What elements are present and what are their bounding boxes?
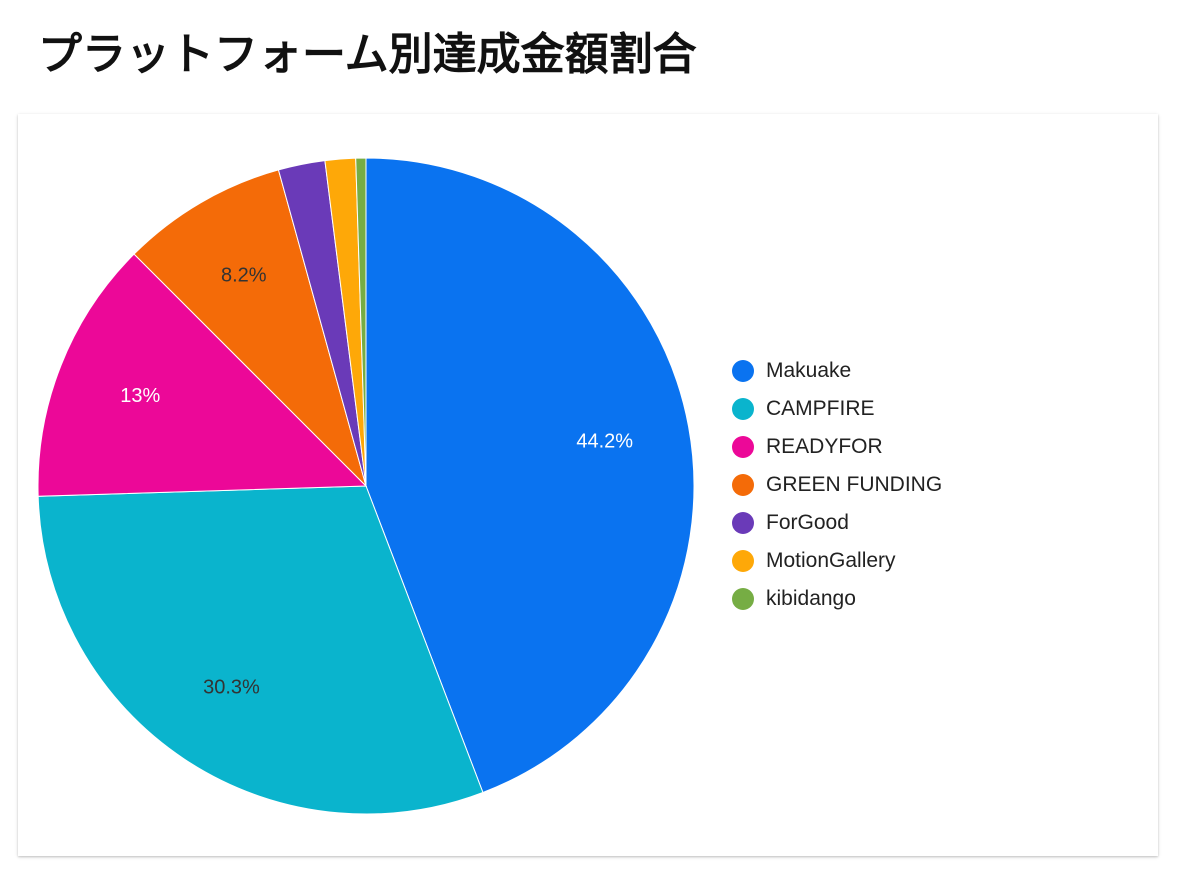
legend-label: MotionGallery — [766, 549, 896, 572]
legend-label: CAMPFIRE — [766, 397, 875, 420]
legend-swatch — [732, 398, 754, 420]
pie-slice-makuake[interactable] — [365, 157, 695, 794]
legend-label: ForGood — [766, 511, 849, 534]
legend-swatch — [732, 588, 754, 610]
pie-data-labels: 44.2% 30.3% 13% 8.2% — [120, 265, 633, 699]
legend-label: GREEN FUNDING — [766, 473, 943, 496]
legend-swatch — [732, 550, 754, 572]
pie-slice-campfire[interactable] — [37, 485, 484, 815]
legend-label: kibidango — [766, 587, 856, 610]
pie-slice-green-funding[interactable] — [133, 169, 367, 488]
legend-item-readyfor[interactable]: READYFOR — [732, 428, 942, 466]
legend-swatch — [732, 436, 754, 458]
data-label-campfire: 30.3% — [203, 676, 260, 698]
legend-item-motiongallery[interactable]: MotionGallery — [732, 542, 942, 580]
chart-card: 44.2% 30.3% 13% 8.2% Makuake CAMPFIRE READYFO… — [18, 114, 1158, 856]
legend-swatch — [732, 474, 754, 496]
pie-slices — [37, 157, 695, 815]
legend-label: Makuake — [766, 359, 852, 382]
page-title: プラットフォーム別達成金額割合 — [38, 29, 697, 80]
legend-label: READYFOR — [766, 435, 883, 458]
pie-slice-readyfor[interactable] — [37, 253, 368, 497]
legend-item-campfire[interactable]: CAMPFIRE — [732, 390, 942, 428]
legend-item-makuake[interactable]: Makuake — [732, 352, 942, 390]
legend-item-green-funding[interactable]: GREEN FUNDING — [732, 466, 942, 504]
legend-swatch — [732, 512, 754, 534]
legend-swatch — [732, 360, 754, 382]
data-label-readyfor: 13% — [120, 385, 160, 407]
pie-chart: 44.2% 30.3% 13% 8.2% — [37, 157, 695, 815]
data-label-makuake: 44.2% — [576, 430, 633, 452]
legend-item-kibidango[interactable]: kibidango — [732, 580, 942, 618]
chart-legend: Makuake CAMPFIRE READYFOR GREEN FUNDING ForG… — [732, 352, 942, 618]
pie-slice-kibidango[interactable] — [355, 157, 367, 487]
data-label-green-funding: 8.2% — [221, 265, 267, 287]
legend-item-forgood[interactable]: ForGood — [732, 504, 942, 542]
